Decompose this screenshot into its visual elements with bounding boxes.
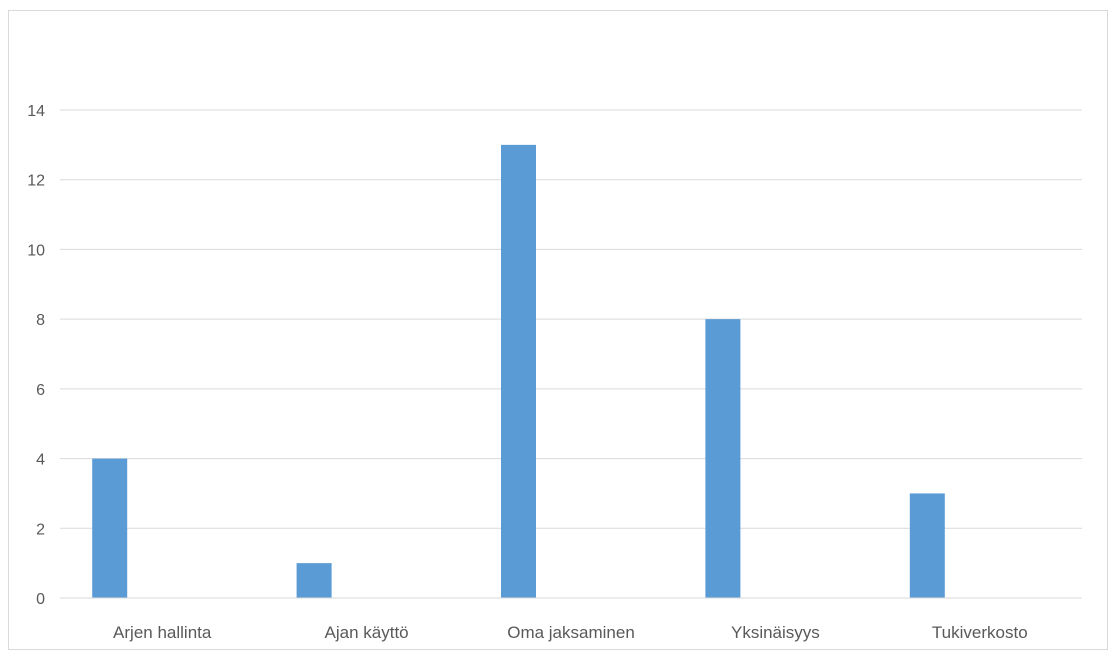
x-category-label: Ajan käyttö — [325, 623, 409, 642]
bar — [501, 144, 536, 598]
gridlines — [60, 109, 1082, 529]
y-tick-label: 6 — [36, 382, 45, 399]
y-tick-label: 12 — [27, 173, 45, 190]
y-tick-label: 8 — [36, 312, 45, 329]
y-axis-tick-labels: 0 2 4 6 8 10 12 14 — [27, 103, 45, 608]
y-tick-label: 10 — [27, 242, 45, 259]
bar — [909, 493, 945, 598]
bar — [296, 563, 332, 598]
x-axis-category-labels: Arjen hallinta Ajan käyttö Oma jaksaminen Y… — [113, 623, 1028, 642]
y-tick-label: 14 — [27, 103, 45, 120]
bar — [92, 458, 128, 598]
bar — [705, 319, 741, 598]
x-category-label: Arjen hallinta — [113, 623, 212, 642]
bars — [92, 144, 945, 598]
y-tick-label: 0 — [36, 591, 45, 608]
x-category-label: Tukiverkosto — [932, 623, 1028, 642]
x-category-label: Oma jaksaminen — [507, 623, 635, 642]
y-tick-label: 2 — [36, 521, 45, 538]
x-category-label: Yksinäisyys — [731, 623, 820, 642]
y-tick-label: 4 — [36, 452, 45, 469]
